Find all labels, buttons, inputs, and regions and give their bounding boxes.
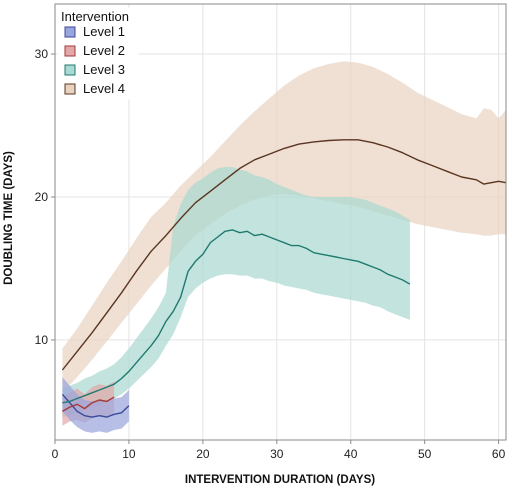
plot-border xyxy=(54,3,507,441)
plot-frame xyxy=(54,3,507,441)
legend-swatch-level-3 xyxy=(64,64,76,76)
legend-label-level-4: Level 4 xyxy=(83,81,125,96)
y-tick-label: 20 xyxy=(35,190,49,204)
legend-swatch-level-4 xyxy=(64,83,76,95)
legend-label-level-3: Level 3 xyxy=(83,62,125,77)
y-tick-label: 30 xyxy=(35,47,49,61)
y-axis-title: DOUBLING TIME (DAYS) xyxy=(3,151,15,285)
confidence-bands xyxy=(62,61,507,433)
legend-title: Intervention xyxy=(61,9,129,24)
legend-swatch-level-1 xyxy=(64,26,76,38)
x-tick-label: 0 xyxy=(52,447,59,461)
line-level-1 xyxy=(61,393,130,418)
x-tick-label: 20 xyxy=(196,447,210,461)
x-tick-label: 30 xyxy=(270,447,284,461)
x-tick-label: 60 xyxy=(492,447,506,461)
x-axis-title: INTERVENTION DURATION (DAYS) xyxy=(185,474,375,486)
legend-swatch-level-2 xyxy=(64,45,76,57)
band-level-1 xyxy=(62,377,129,433)
legend-label-level-1: Level 1 xyxy=(83,24,125,39)
x-tick-label: 50 xyxy=(418,447,432,461)
x-tick-label: 40 xyxy=(344,447,358,461)
line-level-2 xyxy=(62,396,115,413)
x-tick-label: 10 xyxy=(122,447,136,461)
y-tick-label: 10 xyxy=(35,333,49,347)
legend-items: Level 1 Level 2 Level 3 Level 4 xyxy=(64,24,125,96)
line-level-3 xyxy=(62,229,411,404)
band-level-3 xyxy=(62,167,410,418)
tick-labels: 0 10 20 30 40 50 60 10 20 30 xyxy=(35,47,506,461)
band-level-4 xyxy=(62,61,507,393)
line-level-4 xyxy=(61,139,507,371)
series-lines xyxy=(61,139,507,418)
legend-label-level-2: Level 2 xyxy=(83,43,125,58)
